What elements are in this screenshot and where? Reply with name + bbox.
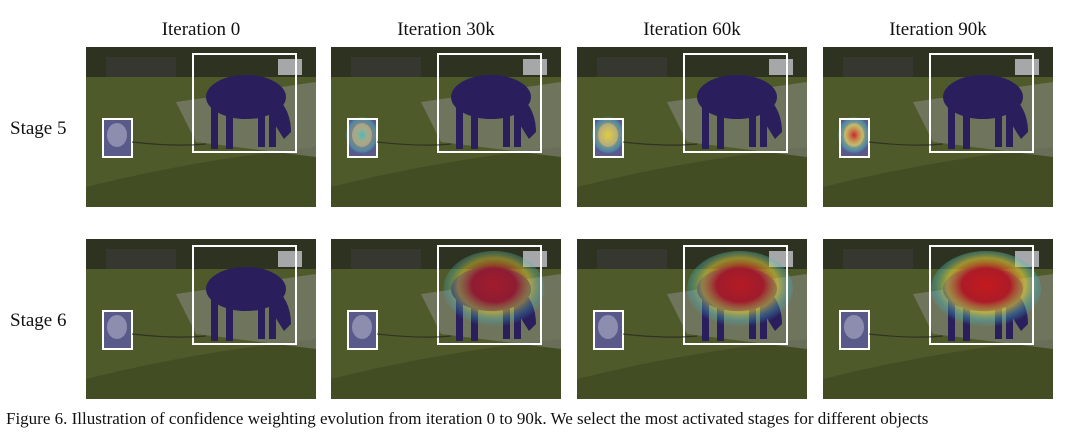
- horse-bounding-box: [929, 53, 1034, 153]
- horse-bounding-box: [437, 53, 542, 153]
- dog-heatmap: [838, 117, 870, 153]
- image-panel: [331, 239, 561, 399]
- leash: [868, 141, 944, 146]
- dog-heatmap: [592, 117, 624, 153]
- panel-image: [86, 239, 316, 399]
- panel-image: [577, 47, 807, 207]
- image-panel: [86, 239, 316, 399]
- dog-bounding-box: [102, 118, 133, 158]
- panel-image: [331, 47, 561, 207]
- image-panel: [331, 47, 561, 207]
- figure-caption: Figure 6. Illustration of confidence wei…: [6, 409, 929, 428]
- dog-bounding-box: [102, 310, 133, 350]
- horse-bounding-box: [929, 245, 1034, 345]
- horse-bounding-box: [683, 245, 788, 345]
- horse-bounding-box: [437, 245, 542, 345]
- leash: [622, 333, 698, 338]
- row-label-0: Stage 5: [10, 118, 67, 139]
- horse-bounding-box: [683, 53, 788, 153]
- column-header-1: Iteration 30k: [397, 19, 495, 40]
- horse-bounding-box: [192, 245, 297, 345]
- leash: [622, 141, 698, 146]
- dog-bounding-box: [593, 310, 624, 350]
- horse-heatmap: [687, 251, 793, 327]
- dog-bounding-box: [347, 310, 378, 350]
- row-label-1: Stage 6: [10, 310, 67, 331]
- image-panel: [823, 47, 1053, 207]
- dog-heatmap: [346, 117, 378, 153]
- panel-image: [331, 239, 561, 399]
- panel-image: [577, 239, 807, 399]
- dog-bounding-box: [347, 118, 378, 158]
- leash: [131, 333, 207, 338]
- image-panel: [86, 47, 316, 207]
- panel-image: [823, 239, 1053, 399]
- dog-bounding-box: [593, 118, 624, 158]
- dog-bounding-box: [839, 118, 870, 158]
- image-panel: [577, 47, 807, 207]
- leash: [868, 333, 944, 338]
- panel-image: [86, 47, 316, 207]
- dog-bounding-box: [839, 310, 870, 350]
- column-header-0: Iteration 0: [161, 19, 241, 40]
- image-panel: [823, 239, 1053, 399]
- leash: [376, 141, 452, 146]
- column-header-2: Iteration 60k: [643, 19, 741, 40]
- leash: [376, 333, 452, 338]
- horse-bounding-box: [192, 53, 297, 153]
- horse-heatmap: [931, 251, 1041, 327]
- horse-heatmap: [443, 251, 545, 327]
- column-header-3: Iteration 90k: [889, 19, 987, 40]
- panel-image: [823, 47, 1053, 207]
- image-panel: [577, 239, 807, 399]
- horse-figure: [451, 59, 547, 149]
- leash: [131, 141, 207, 146]
